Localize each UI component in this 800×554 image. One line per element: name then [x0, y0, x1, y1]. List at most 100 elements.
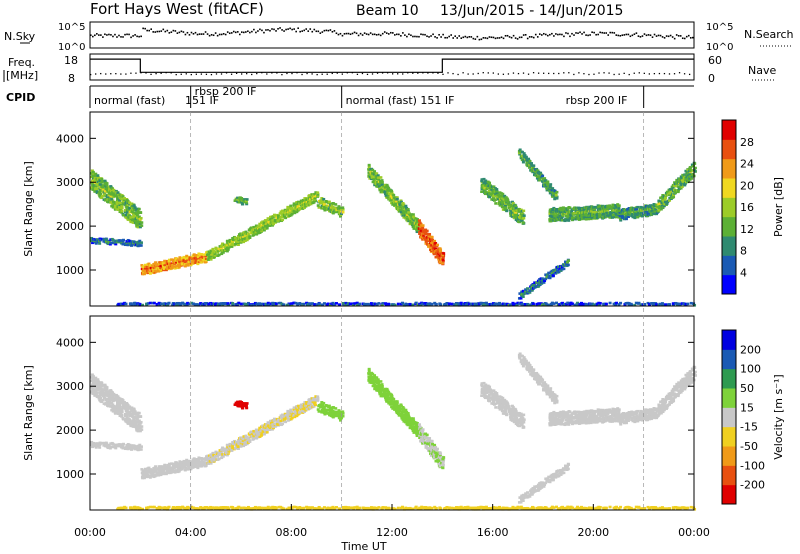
echo-cell: [94, 242, 98, 245]
echo-cell: [367, 163, 371, 167]
echo-cell: [194, 458, 198, 461]
echo-cell: [605, 211, 609, 215]
echo-cell: [316, 193, 320, 196]
echo-cell: [140, 425, 144, 428]
echo-cell: [228, 442, 232, 446]
nsky-point: [512, 34, 515, 37]
echo-cell: [236, 444, 240, 447]
echo-cell: [260, 224, 264, 227]
echo-cell: [630, 303, 634, 307]
nsky-point: [90, 34, 92, 36]
echo-cell: [387, 397, 391, 401]
echo-cell: [321, 405, 325, 409]
echo-cell: [197, 462, 201, 466]
nsky-point: [186, 31, 189, 34]
echo-cell: [564, 260, 568, 264]
echo-cell: [118, 239, 122, 242]
echo-cell: [567, 212, 571, 216]
echo-cell: [241, 440, 245, 444]
echo-cell: [120, 205, 124, 208]
nave-point: [110, 73, 112, 75]
echo-cell: [247, 232, 251, 236]
nsky-point: [172, 29, 175, 32]
echo-cell: [126, 410, 130, 414]
nsky-point: [126, 33, 128, 36]
echo-cell: [207, 457, 211, 460]
nsky-point: [210, 33, 213, 36]
echo-cell: [608, 206, 612, 209]
echo-cell: [683, 183, 687, 187]
nsky-point: [494, 37, 497, 40]
echo-cell: [682, 302, 686, 306]
echo-cell: [126, 447, 130, 451]
echo-cell: [432, 252, 436, 255]
nave-point: [331, 72, 333, 75]
echo-cell: [319, 201, 323, 205]
echo-cell: [128, 206, 132, 210]
nave-point: [397, 73, 399, 75]
nsky-point: [216, 34, 219, 37]
echo-cell: [105, 386, 109, 389]
echo-cell: [216, 251, 220, 254]
echo-cell: [395, 401, 399, 405]
echo-cell: [411, 303, 415, 307]
echo-cell: [129, 216, 133, 219]
echo-cell: [537, 302, 541, 305]
echo-cell: [565, 218, 569, 222]
nsky-point: [263, 31, 265, 34]
echo-cell: [98, 183, 102, 186]
nsky-point: [279, 27, 281, 29]
echo-cell: [530, 288, 534, 292]
echo-cell: [197, 258, 201, 262]
echo-cell: [125, 416, 129, 420]
echo-cell: [177, 301, 181, 305]
nsky-point: [361, 34, 364, 36]
echo-cell: [302, 302, 306, 306]
echo-cell: [259, 303, 263, 306]
echo-cell: [652, 303, 656, 307]
echo-cell: [282, 417, 286, 421]
echo-cell: [521, 295, 525, 299]
nsky-point: [430, 35, 432, 37]
echo-cell: [101, 389, 105, 393]
echo-cell: [236, 196, 240, 200]
echo-cell: [290, 410, 294, 414]
echo-cell: [385, 183, 389, 187]
echo-cell: [122, 198, 126, 201]
echo-cell: [124, 302, 128, 306]
echo-cell: [108, 446, 112, 450]
nsky-point: [442, 33, 444, 36]
nsky-point: [474, 38, 477, 40]
echo-cell: [416, 226, 420, 229]
echo-cell: [442, 252, 446, 255]
colorbar-tick-label: 24: [740, 158, 754, 171]
nsky-point: [311, 30, 314, 33]
echo-cell: [256, 429, 260, 433]
colorbar-swatch: [722, 197, 736, 218]
echo-cell: [303, 197, 307, 200]
echo-cell: [259, 225, 263, 229]
nsky-point: [532, 36, 535, 39]
echo-cell: [530, 169, 534, 173]
echo-cell: [405, 421, 409, 424]
echo-cell: [492, 188, 496, 192]
echo-cell: [379, 394, 383, 398]
echo-cell: [220, 448, 224, 452]
echo-cell: [321, 303, 325, 307]
echo-cell: [615, 212, 619, 215]
echo-cell: [178, 258, 182, 261]
echo-cell: [262, 432, 266, 436]
echo-cell: [105, 238, 109, 241]
echo-cell: [199, 461, 203, 465]
echo-cell: [126, 407, 130, 410]
echo-cell: [319, 403, 323, 407]
echo-cell: [180, 256, 184, 260]
nsky-point: [152, 31, 155, 33]
echo-cell: [262, 221, 266, 225]
nsky-point: [343, 33, 346, 35]
echo-cell: [155, 302, 159, 306]
echo-cell: [334, 210, 338, 214]
nave-point: [517, 72, 520, 75]
echo-cell: [147, 270, 151, 273]
echo-cell: [178, 460, 182, 463]
